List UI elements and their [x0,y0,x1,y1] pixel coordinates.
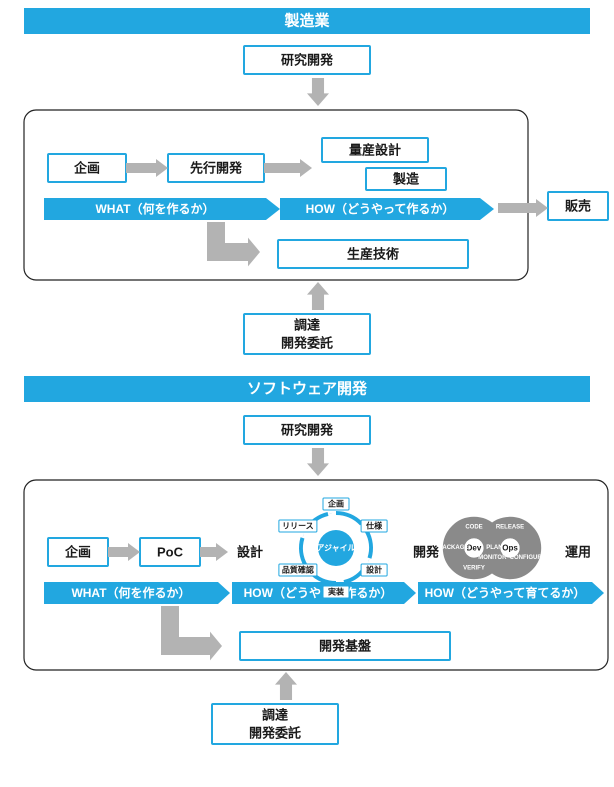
sw-agile-petal-label: 企画 [327,499,344,509]
mfg-mfg-label: 製造 [392,172,420,187]
sw-agile-petal-label: 仕様 [365,521,383,531]
sw-plan-label: 企画 [64,545,91,560]
sw-devops-seg: PLAN [486,545,502,551]
sw-poc-label: PoC [157,545,184,560]
mfg-mp-label: 量産設計 [349,143,401,158]
mfg-procure-arrow [307,282,329,310]
sw-devops-dev: Dev [467,544,482,553]
mfg-sales-label: 販売 [565,199,591,214]
sw-procure-l2: 開発委託 [249,726,301,741]
sw-ops-label: 運用 [565,545,591,560]
sw-procure-arrow [275,672,297,700]
mfg-rd-label: 研究開発 [281,53,334,68]
sw-agile-petal-label: 実装 [328,587,344,597]
sw-design-label: 設計 [237,545,263,560]
sw-infra-label: 開発基盤 [319,639,372,654]
sw-devops-seg: PACKAGE [439,545,469,551]
sw-agile-core-label: アジャイル [316,544,355,553]
mfg-adv-label: 先行開発 [190,161,243,176]
mfg-rd-arrow [307,78,329,106]
sw-devops-ops: Ops [502,544,518,553]
mfg-procure-l1: 調達 [294,318,320,333]
sw-dev-label: 開発 [413,545,440,560]
sw-devops-seg: RELEASE [496,525,524,531]
sw-agile-petal-label: 設計 [366,565,382,575]
mfg-section: 製造業研究開発企画 先行開発 量産設計製造生産技術 販売 WHAT（何を作るか） HOW（… [24,8,608,354]
sw-band-how2-label: HOW（どうやって育てるか） [425,585,586,600]
mfg-procure-l2: 開発委託 [281,336,333,351]
sw-devops-seg: CODE [465,525,482,531]
mfg-header-title: 製造業 [283,12,330,30]
sw-band-what-label: WHAT（何を作るか） [71,585,190,600]
mfg-band-what-label: WHAT（何を作るか） [95,201,214,216]
mfg-band-how-label: HOW（どうやって作るか） [306,201,455,216]
sw-header-title: ソフトウェア開発 [247,380,368,398]
sw-devops-seg: VERIFY [463,565,485,571]
sw-agile-petal-label: リリース [282,522,314,531]
sw-rd-label: 研究開発 [281,423,334,438]
mfg-prod-label: 生産技術 [347,247,399,262]
sw-agile-petal-label: 品質確認 [282,565,314,575]
mfg-plan-label: 企画 [73,161,100,176]
sw-devops-seg: MONITOR [478,555,507,561]
sw-devops-seg: CONFIGURE [510,555,546,561]
sw-rd-arrow [307,448,329,476]
sw-procure-l1: 調達 [262,708,288,723]
sw-section: ソフトウェア開発研究開発企画 PoC 設計 開発 運用開発基盤 WHAT（何を作るか） HO… [24,376,608,744]
sw-band-how1-label: HOW（どうやって作るか） [244,585,393,600]
